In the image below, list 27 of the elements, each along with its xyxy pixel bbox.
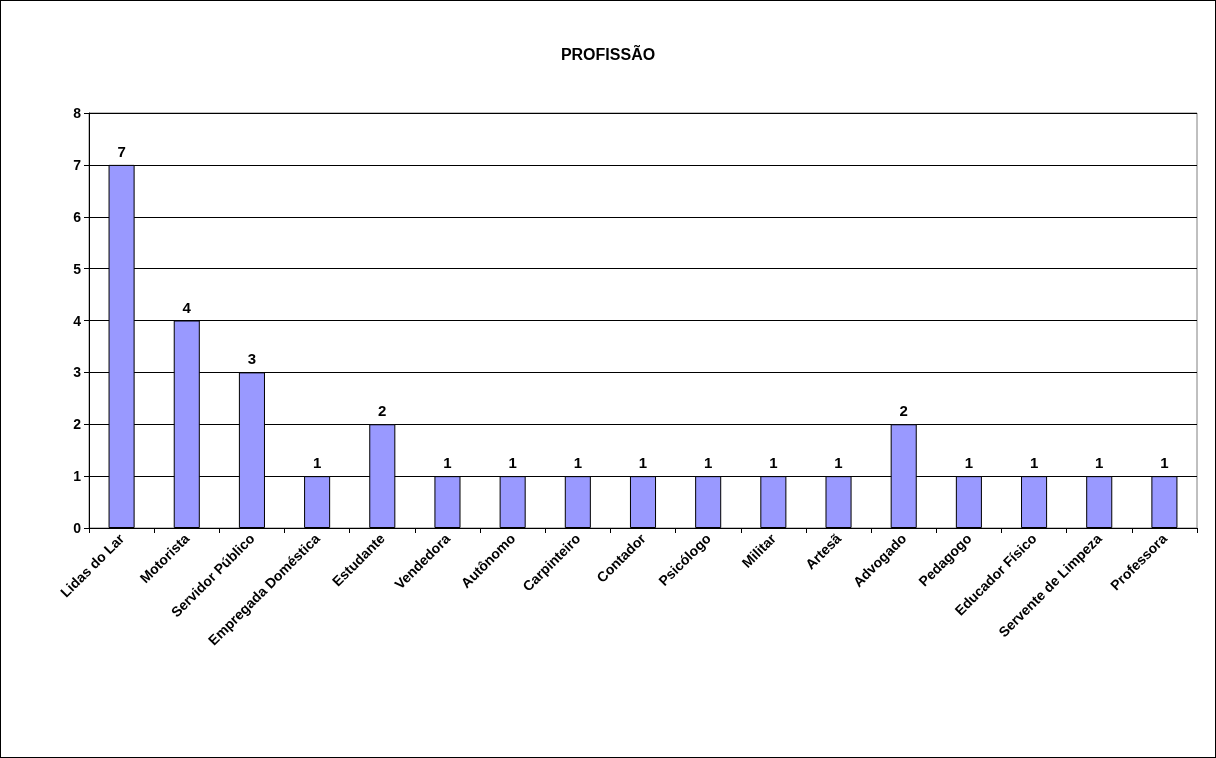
data-label: 1 xyxy=(834,454,843,472)
y-tick-label: 5 xyxy=(73,260,82,277)
data-label: 2 xyxy=(899,402,908,420)
data-label: 1 xyxy=(1095,454,1104,472)
y-tick-label: 2 xyxy=(73,416,82,433)
data-label: 1 xyxy=(964,454,974,472)
data-label: 1 xyxy=(508,454,517,472)
y-tick-label: 7 xyxy=(73,156,82,173)
y-tick-label: 4 xyxy=(73,312,82,329)
y-tick-label: 3 xyxy=(73,364,82,381)
chart-title: PROFISSÃO xyxy=(560,43,656,63)
data-label: 1 xyxy=(769,454,778,472)
data-label: 1 xyxy=(443,454,452,472)
data-label: 7 xyxy=(117,142,126,160)
y-tick-label: 0 xyxy=(73,520,82,536)
y-tick-label: 8 xyxy=(73,105,82,121)
data-label: 1 xyxy=(638,454,648,472)
data-label: 2 xyxy=(378,402,387,420)
data-label: 1 xyxy=(704,454,713,472)
data-label: 1 xyxy=(312,454,322,472)
data-label: 1 xyxy=(1029,454,1039,472)
data-label: 4 xyxy=(182,298,192,316)
y-tick-label: 1 xyxy=(73,468,82,485)
data-label: 1 xyxy=(1160,454,1169,472)
data-label: 1 xyxy=(573,454,582,472)
data-label: 3 xyxy=(247,350,257,368)
y-tick-label: 6 xyxy=(73,208,82,225)
